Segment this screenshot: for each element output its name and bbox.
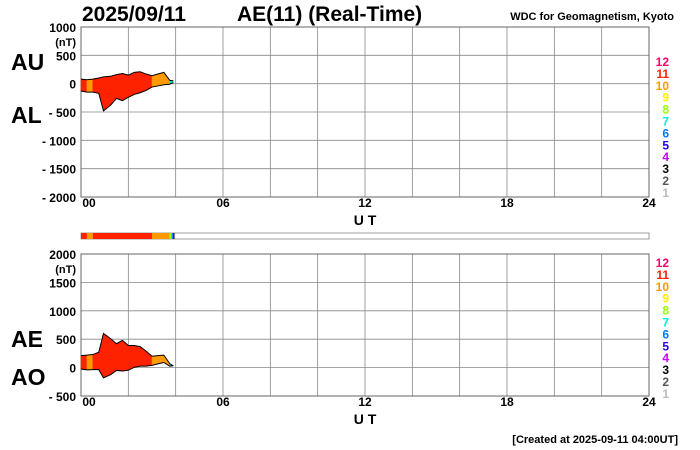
- bottom-ytick-label: 1000: [49, 305, 76, 319]
- bottom-xtick-label: 12: [358, 395, 372, 409]
- bottom-legend-station-1: 1: [662, 387, 669, 401]
- bottom-ytick-label: 2000: [49, 248, 76, 262]
- top-ytick-label: - 2000: [42, 191, 76, 205]
- ae-ao-upper-line: [80, 332, 174, 367]
- au-al-fill-segment: [139, 71, 147, 94]
- top-ytick-label: 1000: [49, 21, 76, 35]
- ae-ao-fill-segment: [103, 333, 111, 379]
- ae-ao-lower-line: [80, 361, 174, 379]
- ae-ao-fill-segment: [92, 351, 99, 370]
- ae-ao-fill-segment: [110, 338, 117, 376]
- top-legend-station-3: 3: [662, 162, 669, 176]
- bottom-legend-station-5: 5: [662, 339, 669, 353]
- top-ytick-label: - 500: [49, 106, 77, 120]
- top-xtick-label: 06: [216, 196, 230, 210]
- bottom-legend-station-10: 10: [656, 280, 670, 294]
- bottom-ytick-label: 0: [69, 362, 76, 376]
- top-legend-station-12: 12: [656, 55, 670, 69]
- bottom-xtick-label: 00: [82, 395, 96, 409]
- top-legend-station-4: 4: [662, 150, 669, 164]
- au-al-fill-segment: [98, 76, 104, 111]
- au-al-fill-segment: [134, 71, 141, 95]
- bottom-ytick-label: 1500: [49, 276, 76, 290]
- ae-ao-fill-segment: [80, 354, 88, 371]
- chart-date: 2025/09/11: [82, 3, 186, 26]
- ae-ao-fill-segment: [86, 354, 94, 371]
- bottom-ytick-label: 500: [56, 333, 76, 347]
- bottom-xtick-label: 18: [500, 395, 514, 409]
- ae-ao-fill-segment: [139, 346, 147, 367]
- bottom-legend-station-11: 11: [656, 268, 669, 282]
- bottom-legend-station-3: 3: [662, 363, 669, 377]
- bottom-xlabel: U T: [354, 411, 377, 427]
- station-bar-segment: [169, 233, 171, 239]
- au-al-upper-line: [80, 71, 174, 82]
- station-bar-segment: [152, 233, 170, 239]
- top-legend-station-2: 2: [662, 174, 669, 188]
- au-al-fill-segment: [92, 77, 99, 94]
- top-xlabel: U T: [354, 212, 377, 228]
- top-plot-frame: [80, 26, 650, 198]
- au-al-fill-segment: [80, 78, 88, 93]
- au-al-fill-segment: [128, 71, 135, 98]
- top-xtick-label: 24: [642, 196, 656, 210]
- top-legend-station-10: 10: [656, 79, 670, 93]
- top-xtick-label: 00: [82, 196, 96, 210]
- top-ytick-label: 0: [69, 78, 76, 92]
- chart-title: AE(11) (Real-Time): [237, 3, 422, 26]
- label-ae: AE: [11, 326, 43, 352]
- label-ao: AO: [11, 364, 46, 390]
- bottom-legend-station-8: 8: [662, 304, 669, 318]
- bottom-xtick-label: 24: [642, 395, 656, 409]
- bottom-legend-station-6: 6: [662, 327, 669, 341]
- top-ytick-label: - 1500: [42, 163, 76, 177]
- au-al-fill-segment: [110, 74, 117, 106]
- top-legend-station-6: 6: [662, 126, 669, 140]
- top-ytick-label: 500: [56, 49, 76, 63]
- bottom-ytick-label: - 500: [49, 390, 77, 404]
- chart-source: WDC for Geomagnetism, Kyoto: [510, 11, 674, 23]
- bottom-xtick-label: 06: [216, 395, 230, 409]
- bottom-legend-station-9: 9: [662, 292, 669, 306]
- station-bar-segment: [92, 233, 152, 239]
- au-al-fill-segment: [116, 73, 123, 102]
- top-legend-station-7: 7: [662, 115, 669, 129]
- station-bar-segment: [173, 233, 175, 239]
- top-legend-station-8: 8: [662, 103, 669, 117]
- station-bar-segment: [170, 233, 173, 239]
- ae-ao-fill-segment: [128, 345, 135, 371]
- top-legend-station-9: 9: [662, 91, 669, 105]
- top-xtick-label: 12: [358, 196, 372, 210]
- top-legend-station-5: 5: [662, 138, 669, 152]
- bottom-plot-frame: [80, 253, 650, 397]
- top-legend-station-1: 1: [662, 186, 669, 200]
- au-al-fill-segment: [122, 73, 129, 102]
- au-al-fill-segment: [157, 72, 165, 87]
- bottom-legend-station-2: 2: [662, 375, 669, 389]
- bottom-unit: (nT): [55, 264, 76, 276]
- bottom-legend-station-12: 12: [656, 256, 670, 270]
- station-bar-segment: [172, 233, 174, 239]
- bottom-legend-station-7: 7: [662, 316, 669, 330]
- label-al: AL: [11, 102, 42, 128]
- au-al-fill-segment: [86, 78, 94, 93]
- ae-ao-fill-segment: [134, 345, 141, 368]
- au-al-lower-line: [80, 82, 174, 112]
- top-ytick-label: - 1000: [42, 134, 76, 148]
- top-xtick-label: 18: [500, 196, 514, 210]
- bottom-legend-station-4: 4: [662, 351, 669, 365]
- label-au: AU: [11, 49, 44, 75]
- station-bar-segment: [81, 233, 87, 239]
- ae-ao-fill-segment: [116, 339, 123, 372]
- top-unit: (nT): [55, 37, 76, 49]
- top-legend-station-11: 11: [656, 67, 669, 81]
- footer-created: [Created at 2025-09-11 04:00UT]: [512, 434, 678, 446]
- station-bar-segment: [86, 233, 93, 239]
